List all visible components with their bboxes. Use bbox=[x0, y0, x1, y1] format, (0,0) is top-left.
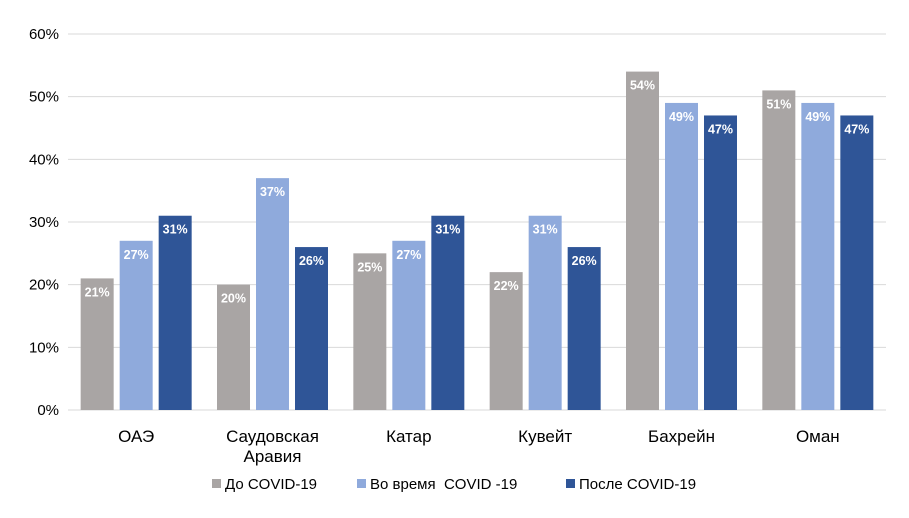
y-tick-label: 60% bbox=[29, 26, 59, 43]
bar bbox=[665, 102, 698, 410]
bar bbox=[295, 247, 328, 410]
data-label: 47% bbox=[708, 122, 733, 136]
data-label: 25% bbox=[357, 260, 382, 274]
bar bbox=[392, 240, 426, 410]
bar bbox=[256, 178, 289, 410]
data-label: 49% bbox=[669, 110, 694, 124]
bar bbox=[801, 102, 835, 410]
data-label: 31% bbox=[163, 223, 188, 237]
data-label: 26% bbox=[572, 254, 597, 268]
data-label: 26% bbox=[299, 254, 324, 268]
data-label: 27% bbox=[396, 248, 421, 262]
category-label-line: Оман bbox=[796, 427, 840, 446]
bar bbox=[626, 71, 659, 410]
category-label-line: Саудовская bbox=[226, 427, 319, 446]
category-label: Оман bbox=[796, 427, 840, 446]
y-tick-label: 50% bbox=[29, 89, 59, 106]
data-label: 49% bbox=[805, 110, 830, 124]
bars bbox=[80, 71, 874, 411]
y-tick-label: 10% bbox=[29, 339, 59, 356]
legend-swatch bbox=[566, 479, 575, 488]
data-label: 51% bbox=[766, 97, 791, 111]
category-label-line: Бахрейн bbox=[648, 427, 715, 446]
bar bbox=[119, 240, 153, 410]
bar bbox=[528, 215, 562, 410]
category-label: ОАЭ bbox=[118, 427, 154, 446]
category-label-line: ОАЭ bbox=[118, 427, 154, 446]
legend-label: После COVID-19 bbox=[579, 476, 696, 493]
legend-swatch bbox=[357, 479, 366, 488]
data-label: 20% bbox=[221, 292, 246, 306]
bar bbox=[704, 115, 737, 410]
bar bbox=[567, 247, 601, 410]
gridlines bbox=[68, 33, 886, 411]
legend-swatch bbox=[212, 479, 221, 488]
data-label: 31% bbox=[533, 223, 558, 237]
y-tick-label: 20% bbox=[29, 277, 59, 294]
data-label: 47% bbox=[844, 122, 869, 136]
data-label: 37% bbox=[260, 185, 285, 199]
category-label-line: Кувейт bbox=[518, 427, 572, 446]
data-label: 22% bbox=[494, 279, 519, 293]
bar bbox=[762, 90, 796, 411]
y-tick-label: 0% bbox=[37, 402, 59, 419]
category-label-line: Катар bbox=[386, 427, 432, 446]
category-label: Саудовская Аравия bbox=[226, 427, 319, 466]
data-labels: 21% 27% 31% 20% 37% 26% 25% 27% 31% 22% 31% 26% 54% 4… bbox=[85, 79, 870, 306]
y-tick-label: 30% bbox=[29, 214, 59, 231]
category-label: Катар bbox=[386, 427, 432, 446]
y-axis-ticks: 0% 10% 20% 30% 40% 50% 60% bbox=[29, 26, 59, 419]
data-label: 27% bbox=[124, 248, 149, 262]
category-label-line: Аравия bbox=[244, 447, 302, 466]
legend-label: Во время COVID -19 bbox=[370, 476, 517, 493]
bar bbox=[217, 284, 250, 410]
legend: До COVID-19 Во время COVID -19 После COVID… bbox=[212, 476, 696, 493]
bar bbox=[431, 215, 465, 410]
category-label: Кувейт bbox=[518, 427, 572, 446]
legend-label: До COVID-19 bbox=[225, 476, 317, 493]
y-tick-label: 40% bbox=[29, 151, 59, 168]
category-label: Бахрейн bbox=[648, 427, 715, 446]
bar bbox=[840, 115, 874, 410]
bar bbox=[158, 215, 192, 410]
bar bbox=[353, 253, 387, 410]
bar bbox=[80, 278, 114, 410]
x-axis-categories: ОАЭ Саудовская Аравия Катар Кувейт Бахрейн Ома… bbox=[118, 427, 840, 466]
bar bbox=[489, 272, 523, 410]
data-label: 21% bbox=[85, 285, 110, 299]
data-label: 54% bbox=[630, 79, 655, 93]
data-label: 31% bbox=[435, 223, 460, 237]
